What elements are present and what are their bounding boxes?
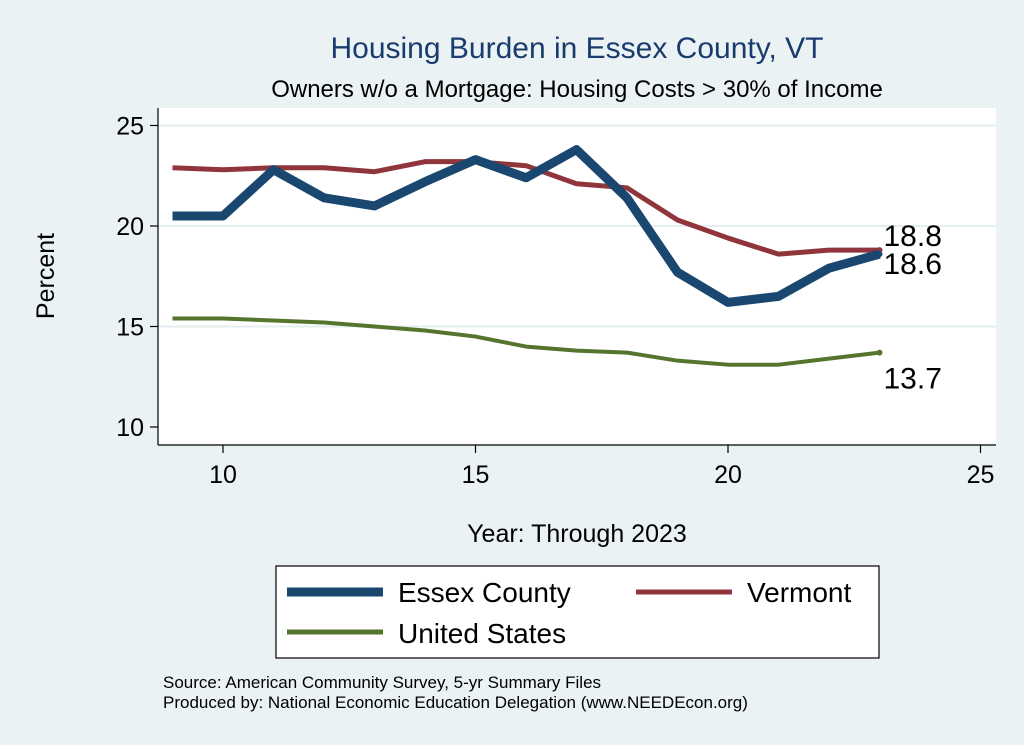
axes: 10 15 20 25 10 15 20 25 (116, 108, 996, 489)
series-endpoint-us (876, 349, 883, 356)
end-label-essex: 18.6 (884, 248, 942, 281)
end-label-vermont: 18.8 (884, 220, 942, 253)
y-tick-label-25: 25 (116, 113, 144, 141)
legend-box (275, 565, 880, 659)
y-axis-title: Percent (32, 233, 60, 319)
y-tick-label-10: 10 (116, 414, 144, 442)
legend-label-us: United States (398, 618, 566, 649)
x-tick-label-25: 25 (967, 461, 995, 489)
series-line-vermont (172, 159, 880, 257)
legend-label-vermont: Vermont (747, 577, 851, 608)
chart-subtitle: Owners w/o a Mortgage: Housing Costs > 3… (271, 76, 883, 103)
series-lines (172, 145, 883, 367)
series-line-us (172, 316, 880, 367)
end-label-us: 13.7 (884, 363, 942, 396)
plot-area (158, 108, 996, 445)
x-tick-label-15: 15 (462, 461, 490, 489)
y-tick-label-15: 15 (116, 314, 144, 342)
source-note: Source: American Community Survey, 5-yr … (163, 673, 601, 692)
producer-note: Produced by: National Economic Education… (163, 693, 748, 712)
y-tick-label-20: 20 (116, 213, 144, 241)
x-axis-title: Year: Through 2023 (467, 520, 687, 548)
series-endpoint-essex (876, 251, 883, 258)
chart-title: Housing Burden in Essex County, VT (330, 32, 823, 65)
x-tick-label-20: 20 (714, 461, 742, 489)
legend: Essex County Vermont United States (275, 565, 880, 659)
series-line-essex (172, 145, 881, 307)
end-labels: 18.618.8 13.7 (884, 220, 942, 396)
legend-label-essex: Essex County (398, 577, 571, 608)
x-tick-label-10: 10 (209, 461, 237, 489)
grid-lines (158, 124, 996, 328)
